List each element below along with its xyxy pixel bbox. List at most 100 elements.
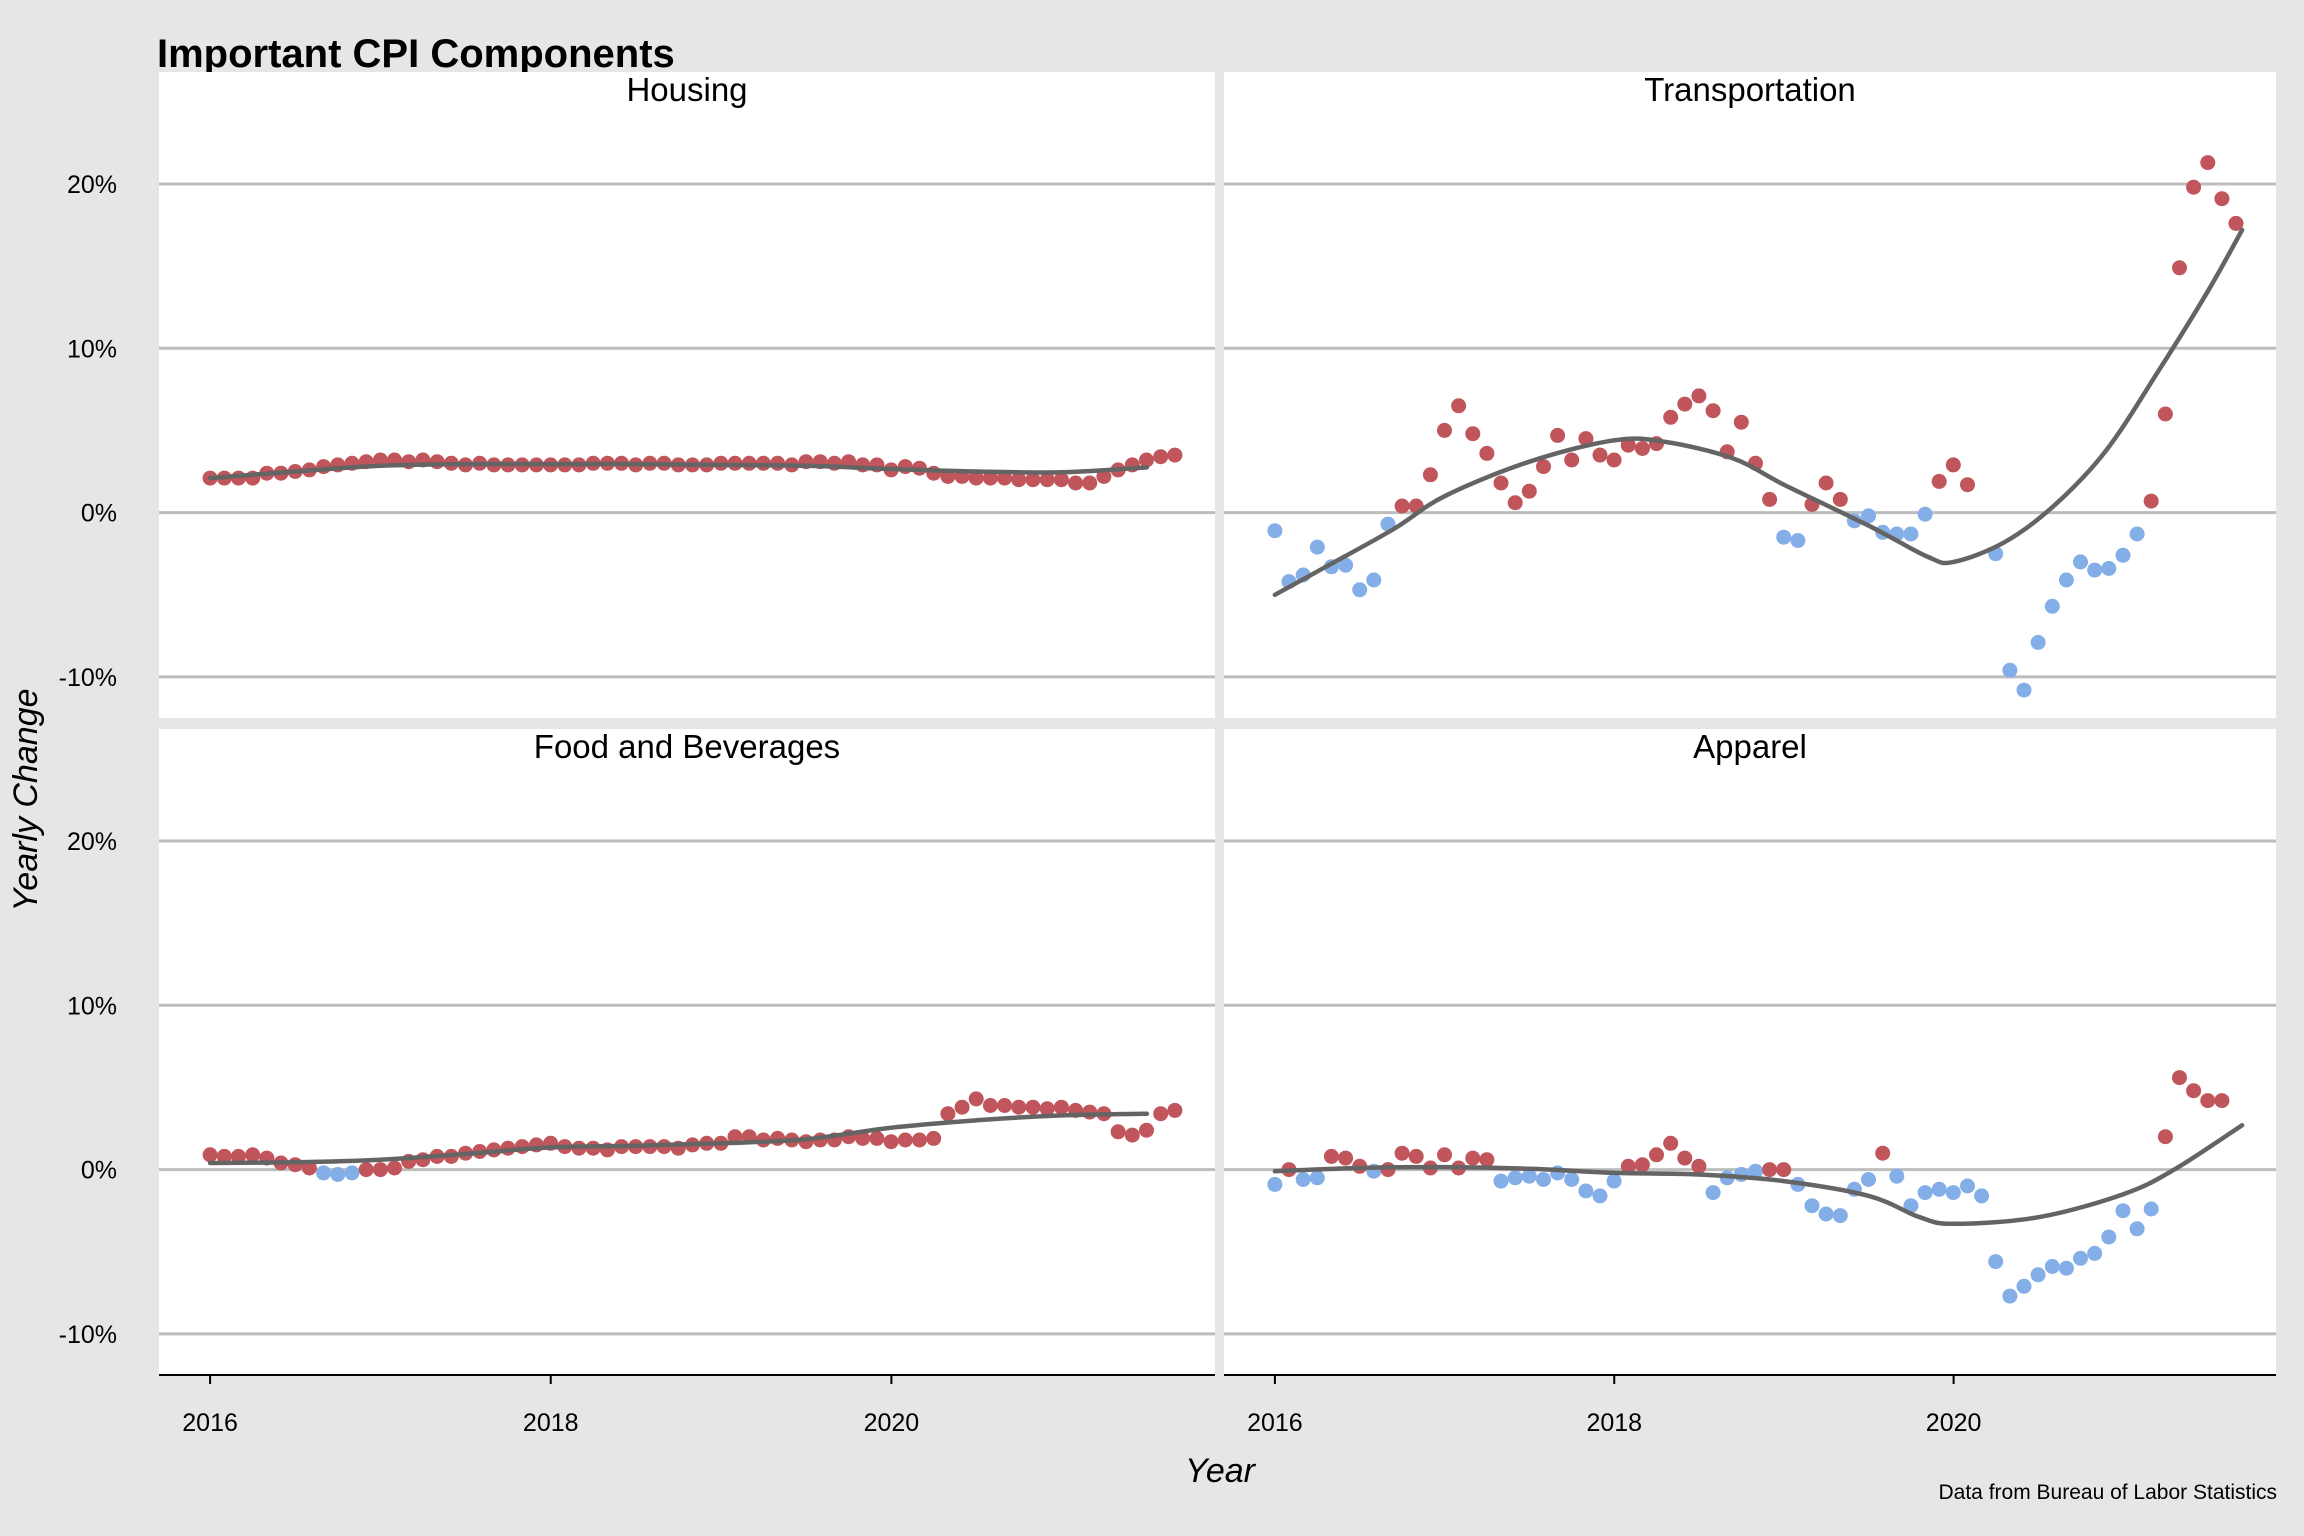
x-axis-label: Year [1185,1452,1257,1490]
data-point [1917,506,1933,522]
data-point [1493,1173,1509,1189]
data-point [2030,1267,2046,1283]
x-tick-label: 2020 [864,1409,920,1437]
data-point [982,1098,998,1113]
strip-label: Housing [626,71,747,108]
data-point [231,1148,246,1164]
data-point [1408,1148,1424,1164]
data-point [2058,1260,2074,1276]
data-point [1422,467,1438,483]
data-point [1634,441,1650,456]
data-point [1861,1172,1876,1187]
data-point [1295,1172,1311,1187]
data-point [1649,1147,1664,1163]
data-point [1493,475,1509,491]
data-point [1507,495,1523,511]
data-point [2186,1083,2202,1099]
data-point [2087,1245,2103,1261]
data-point [1267,1176,1283,1192]
data-point [372,1162,388,1178]
data-point [1394,1145,1410,1161]
data-point [1053,472,1069,488]
data-point [1861,508,1876,524]
data-point [1507,1170,1523,1186]
data-point [1110,1124,1126,1140]
panel-background [1224,729,2276,1375]
data-point [1082,1104,1098,1120]
x-tick-label: 2018 [523,1409,579,1437]
data-point [1053,1099,1069,1115]
data-point [1790,533,1806,548]
data-point [1663,1135,1679,1151]
data-point [1153,1106,1169,1122]
data-point [1733,414,1749,430]
data-point [1960,477,1975,493]
data-point [287,1157,303,1173]
data-point [1536,1172,1551,1187]
data-point [2200,1093,2216,1109]
data-point [2143,493,2159,509]
trend-line [1272,1122,2245,1227]
data-point [2143,1201,2159,1217]
data-point [1068,475,1084,491]
data-point [1323,1148,1339,1164]
caption: Data from Bureau of Labor Statistics [1939,1481,2278,1504]
y-tick-label: 0% [81,500,117,528]
data-point [869,1130,885,1146]
data-point [1818,1206,1834,1222]
data-point [2129,1221,2145,1237]
strip-label: Apparel [1693,728,1807,765]
data-point [1139,1122,1154,1138]
data-point [1521,1168,1537,1184]
data-point [344,1165,360,1181]
data-point [897,1132,913,1148]
data-point [1691,388,1707,404]
data-point [1366,572,1382,588]
strip-label: Food and Beverages [534,728,840,765]
data-point [1267,523,1283,539]
data-point [2101,561,2117,576]
data-point [2157,406,2173,422]
trend-line [207,1111,1150,1166]
data-point [245,1147,261,1163]
data-point [1011,1099,1027,1115]
y-tick-label: 0% [81,1157,117,1185]
data-point [1620,1158,1636,1174]
data-point [1536,459,1551,475]
data-point [1691,1158,1707,1174]
data-point [387,1160,402,1176]
x-tick-label: 2016 [182,1409,238,1437]
trend-line [207,461,1150,481]
data-point [2044,1259,2060,1274]
data-point [2058,572,2074,588]
data-point [1663,409,1679,425]
y-tick-label: -10% [59,664,117,692]
data-point [1437,1147,1452,1163]
data-point [2214,1093,2230,1109]
chart-title: Important CPI Components [157,32,675,76]
data-point [2214,191,2230,207]
data-point [1818,475,1834,491]
data-point [1776,1162,1792,1178]
x-tick-label: 2016 [1247,1409,1303,1437]
data-point [1139,452,1154,468]
data-point [2073,1250,2088,1266]
data-point [1620,437,1636,453]
data-point [1338,1150,1354,1166]
data-point [2002,1288,2018,1304]
data-point [1974,1188,1990,1204]
y-tick-label: 20% [67,828,117,856]
data-point [1153,449,1169,465]
data-point [1025,472,1041,488]
data-point [1550,427,1566,443]
y-axis-label: Yearly Change [7,688,45,911]
data-point [2016,682,2032,698]
y-tick-label: 10% [67,992,117,1020]
facet-panels: Housing 20% 10% 0% -10% Transportation Food an… [59,71,2276,1437]
data-point [216,1148,232,1164]
panel-housing: Housing 20% 10% 0% -10% [59,71,1215,718]
panel-food-and-beverages: Food and Beverages 20% 10% 0% -10% 2016 2018 20… [59,728,1215,1437]
data-point [2073,554,2088,570]
data-point [1705,403,1721,419]
data-point [2002,662,2018,678]
